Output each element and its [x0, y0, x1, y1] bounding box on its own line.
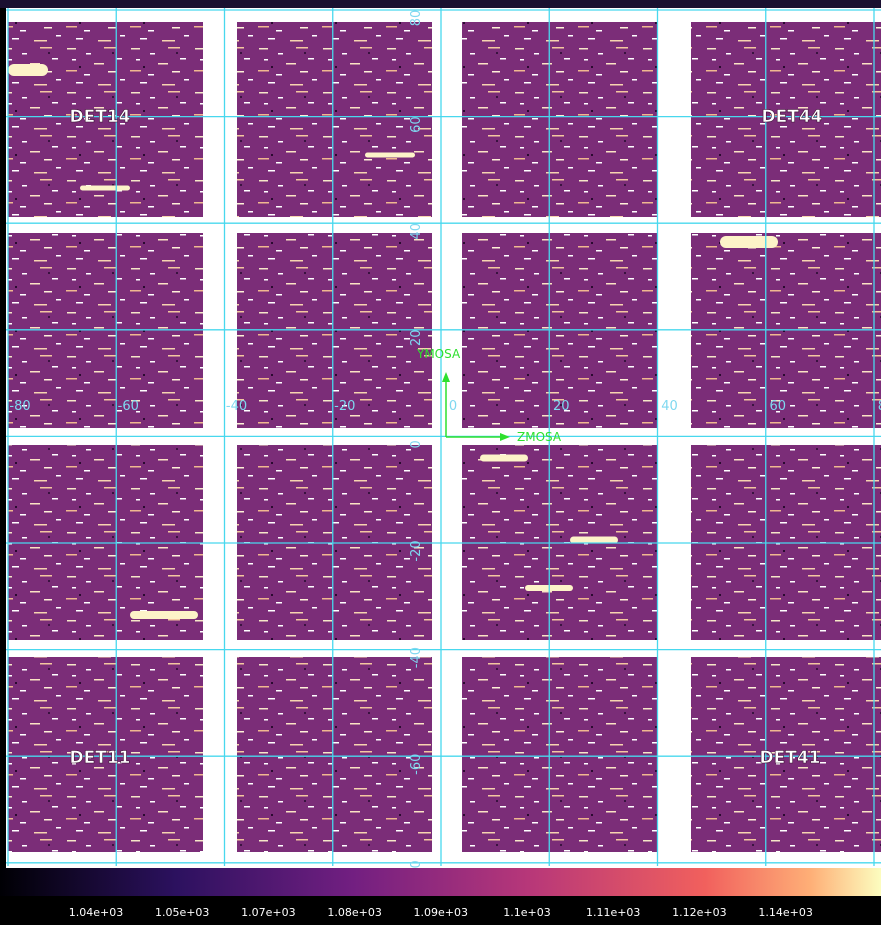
x-axis-label: -20 — [334, 399, 355, 414]
x-axis-label: -40 — [226, 399, 247, 414]
y-axis-label: 0 — [409, 440, 424, 448]
x-axis-label: 60 — [769, 399, 786, 414]
detector-label: DET41 — [760, 748, 821, 768]
viewer: -80-60-40-20020406080806040200-20-40-60-… — [0, 0, 881, 925]
y-axis-label: 20 — [409, 330, 424, 347]
top-strip — [0, 0, 881, 8]
colorbar-label: 1.12e+03 — [672, 906, 726, 919]
y-axis-label: -40 — [409, 647, 424, 668]
colorbar-label: 1.09e+03 — [414, 906, 468, 919]
y-axis-label: 40 — [409, 223, 424, 240]
bright-streak — [80, 186, 130, 191]
x-axis-label: -60 — [118, 399, 139, 414]
colorbar-label: 1.14e+03 — [758, 906, 812, 919]
detector-panel — [8, 233, 203, 428]
detector-panel — [237, 657, 432, 852]
bright-streak — [130, 611, 198, 619]
y-axis-label: 80 — [409, 10, 424, 27]
colorbar-label: 1.1e+03 — [503, 906, 550, 919]
bright-streak — [365, 153, 415, 158]
colorbar-label: 1.11e+03 — [586, 906, 640, 919]
colorbar-label: 1.07e+03 — [241, 906, 295, 919]
detector-label: DET14 — [70, 107, 131, 127]
detector-panel — [462, 22, 657, 217]
x-axis-label: 0 — [449, 399, 457, 414]
x-axis-label: 20 — [553, 399, 570, 414]
colorbar-label: 1.08e+03 — [327, 906, 381, 919]
y-axis-label: -20 — [409, 540, 424, 561]
y-axis-label: -60 — [409, 754, 424, 775]
x-axis-label: -80 — [9, 399, 30, 414]
compass-label: ZMOSA — [517, 430, 562, 444]
detector-panel — [237, 22, 432, 217]
colorbar-label: 1.05e+03 — [155, 906, 209, 919]
bright-streak — [480, 455, 528, 462]
detector-label: DET11 — [70, 748, 131, 768]
bright-streak — [8, 64, 48, 76]
y-axis-label: 60 — [409, 116, 424, 133]
colorbar — [0, 868, 881, 896]
x-axis-label: 40 — [661, 399, 678, 414]
bright-streak — [720, 236, 778, 248]
detector-panel — [462, 657, 657, 852]
colorbar-label: 1.04e+03 — [69, 906, 123, 919]
compass-label: YMOSA — [416, 347, 461, 361]
detector-label: DET44 — [762, 107, 823, 127]
